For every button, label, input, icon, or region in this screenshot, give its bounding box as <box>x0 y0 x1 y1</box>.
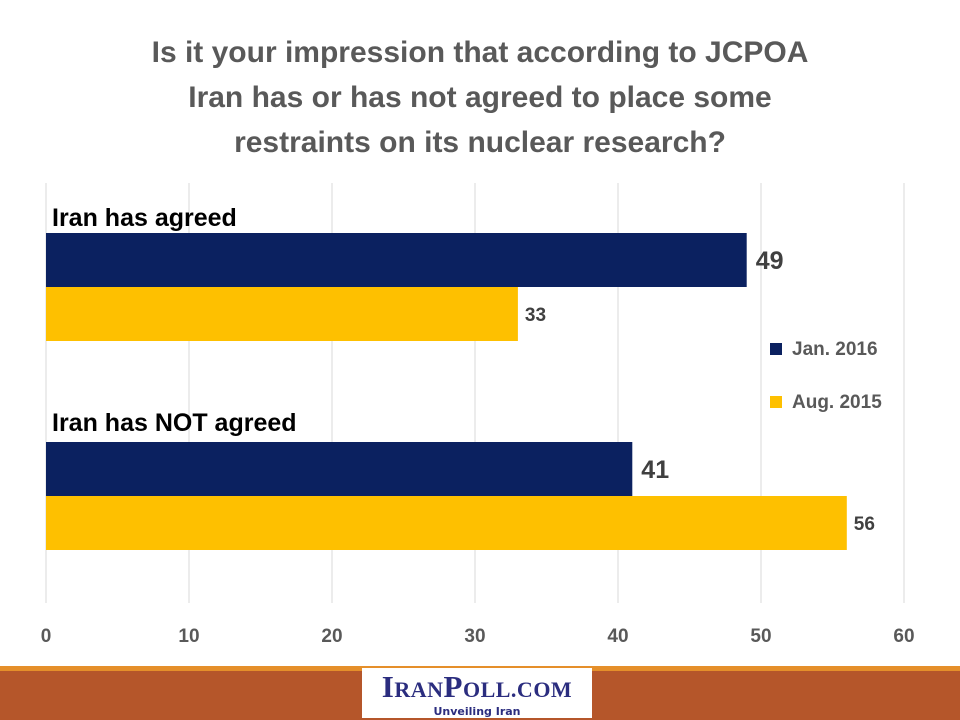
x-tick-label: 60 <box>893 626 914 647</box>
bar <box>46 287 518 341</box>
x-tick-label: 0 <box>41 626 52 647</box>
chart-title: Is it your impression that according to … <box>0 30 960 165</box>
logo-name: IRANPOLL.COM <box>381 669 573 704</box>
data-label: 41 <box>641 456 669 484</box>
logo-tagline: Unveiling Iran <box>433 705 521 718</box>
iranpoll-logo: IRANPOLL.COM Unveiling Iran <box>362 668 592 718</box>
data-label: 33 <box>525 305 546 326</box>
chart-title-line-3: restraints on its nuclear research? <box>234 126 726 159</box>
chart-title-line-1: Is it your impression that according to … <box>151 36 809 69</box>
x-tick-label: 10 <box>178 626 199 647</box>
bar <box>46 442 633 496</box>
category-label: Iran has agreed <box>52 204 237 232</box>
data-label: 56 <box>854 514 875 535</box>
legend-swatch <box>770 343 782 355</box>
data-label: 49 <box>756 247 784 275</box>
category-label: Iran has NOT agreed <box>52 409 297 437</box>
bar <box>46 233 747 287</box>
x-tick-label: 30 <box>464 626 485 647</box>
x-tick-label: 40 <box>607 626 628 647</box>
legend-swatch <box>770 396 782 408</box>
x-tick-label: 50 <box>750 626 771 647</box>
chart-title-line-2: Iran has or has not agreed to place some <box>188 81 772 114</box>
bar <box>46 496 847 550</box>
legend-label: Aug. 2015 <box>792 392 882 413</box>
bar-chart: 0 10 20 30 40 50 60 Iran has agreed 49 33 Iran has… <box>41 183 915 647</box>
legend-label: Jan. 2016 <box>792 339 878 360</box>
x-tick-label: 20 <box>321 626 342 647</box>
